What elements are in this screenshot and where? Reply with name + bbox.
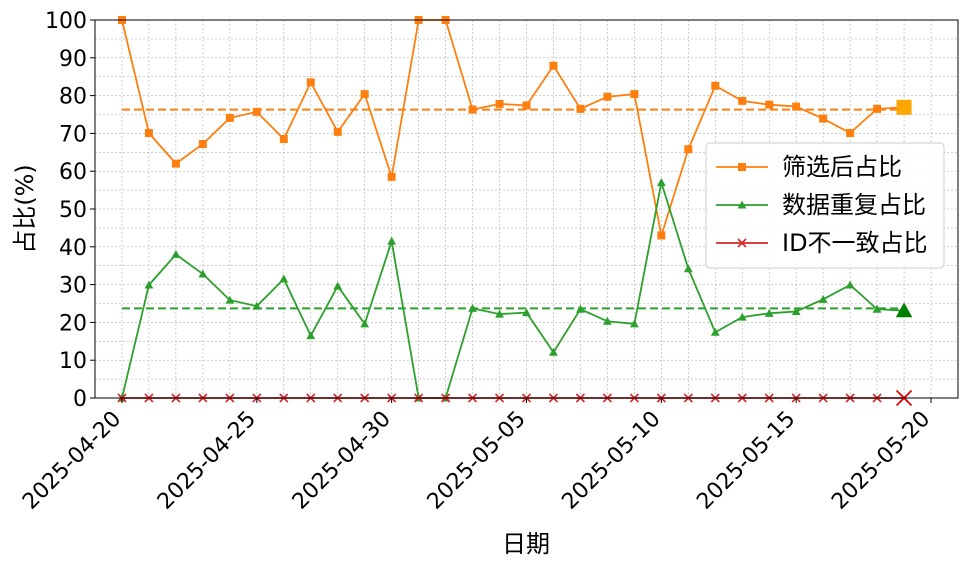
data-point [549,61,558,70]
data-point [360,319,370,328]
x-tick-label: 2025-05-20 [827,407,935,515]
data-point [225,113,234,122]
last-point-highlight [895,302,913,318]
data-point [279,135,288,144]
data-point [468,304,477,312]
data-point [522,308,531,317]
y-axis-label: 占比(%) [11,164,39,254]
data-point [683,264,693,273]
data-point [522,101,531,110]
y-tick-label: 40 [59,236,87,261]
data-point [576,104,585,113]
y-tick-label: 20 [59,311,87,336]
y-axis: 0 10 20 30 40 50 60 70 80 90 100 [45,9,95,412]
data-point [495,309,504,318]
data-point [495,99,504,108]
series-line [121,182,905,399]
data-point [603,316,612,325]
data-point [333,127,342,136]
data-point [171,249,181,258]
data-point [764,308,774,317]
data-point [333,281,343,290]
legend-marker [738,163,746,171]
legend-label: 数据重复占比 [782,191,926,219]
mean-lines [121,108,905,310]
legend-label: ID不一致占比 [782,229,928,257]
legend-box [705,142,945,269]
x-tick-label: 2025-05-10 [557,407,665,515]
x-axis-label: 日期 [502,530,550,558]
data-point [603,92,612,101]
data-point [791,307,801,315]
y-tick-label: 100 [45,9,87,34]
data-point [252,301,262,310]
data-point [657,231,666,240]
data-point [710,327,720,336]
x-axis: 2025-04-20 2025-04-25 2025-04-30 2025-05-05… [18,398,935,515]
legend-label: 筛选后占比 [782,153,902,181]
x-tick-label: 2025-05-15 [692,407,800,515]
x-tick-label: 2025-04-25 [153,407,261,515]
y-tick-label: 80 [59,85,87,110]
x-tick-label: 2025-05-05 [423,407,531,515]
legend-marker [737,238,747,248]
data-point [198,269,208,278]
data-point [845,280,855,289]
data-point [549,347,558,356]
data-point [576,304,585,313]
x-tick-label: 2025-04-30 [288,407,396,515]
data-point [818,294,828,303]
data-point [306,78,315,87]
data-point [468,105,477,114]
last-point-highlight [896,99,912,115]
y-tick-label: 10 [59,349,87,374]
data-point [198,139,207,148]
data-point [306,331,316,340]
data-point [792,102,801,111]
data-point [737,312,747,321]
y-tick-label: 90 [59,47,87,72]
data-point [279,274,289,283]
data-point [144,129,153,138]
data-point [360,90,369,99]
data-point [171,159,180,168]
data-point [738,96,747,105]
data-point [872,304,882,313]
y-tick-label: 70 [59,122,87,147]
data-point [144,280,154,289]
data-point [252,107,261,116]
data-point [387,172,396,181]
data-point [684,145,693,154]
y-tick-label: 60 [59,160,87,185]
y-tick-label: 50 [59,198,87,223]
data-point [873,104,882,113]
legend-marker [737,200,747,209]
x-tick-label: 2025-04-20 [18,407,126,515]
data-point [656,178,666,187]
y-tick-label: 0 [73,387,87,412]
data-point [225,295,235,304]
data-point [630,90,639,99]
y-tick-label: 30 [59,274,87,299]
data-point [387,236,397,245]
data-point [765,100,774,109]
data-point [711,81,720,90]
data-point [846,129,855,138]
data-point [629,319,639,328]
data-point [819,114,828,123]
series-line [121,19,905,236]
